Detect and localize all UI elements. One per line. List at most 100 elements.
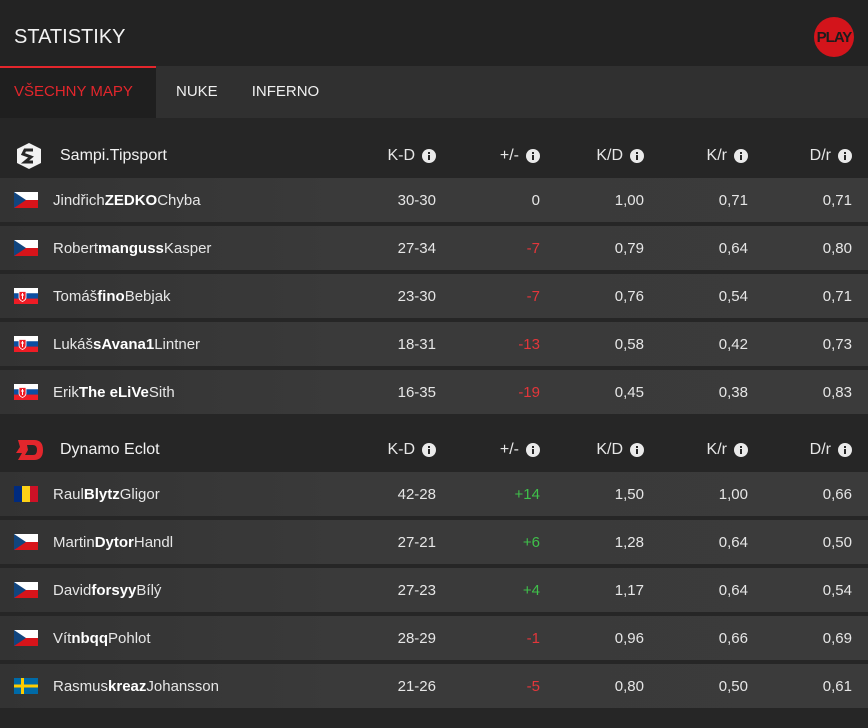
player-row: David forsyy Bílý 27-23 +4 1,17 0,64 0,54: [0, 568, 868, 612]
stat-kr: 0,71: [718, 191, 748, 209]
stat-kdr: 0,79: [614, 239, 644, 257]
stat-dr: 0,71: [822, 287, 852, 305]
nickname: ZEDKO: [104, 191, 158, 209]
player-name: Lukáš sAvana1 Lintner: [0, 336, 332, 353]
stat-kdr: 1,28: [614, 533, 644, 551]
stat-kd: 42-28: [397, 485, 436, 503]
nickname: kreaz: [108, 677, 147, 695]
last-name: Johansson: [146, 677, 219, 695]
stat-dr: 0,83: [822, 383, 852, 401]
team-table: Dynamo Eclot K-D +/- K/D K/r D/r Raul Blytz Gl…: [0, 428, 868, 708]
stat-diff: +14: [514, 485, 540, 503]
stat-diff: +6: [522, 533, 540, 551]
column-label: K/r: [706, 441, 727, 458]
column-label: K/D: [596, 147, 623, 164]
column-label: K/r: [706, 147, 727, 164]
last-name: Chyba: [157, 191, 201, 209]
info-icon: [838, 149, 852, 163]
info-icon: [422, 443, 436, 457]
player-name: Robert manguss Kasper: [0, 240, 332, 257]
tab[interactable]: NUKE: [176, 83, 218, 100]
logo[interactable]: PLAY: [814, 17, 854, 57]
player-name: Martin Dytor Handl: [0, 534, 332, 551]
player-row: Martin Dytor Handl 27-21 +6 1,28 0,64 0,50: [0, 520, 868, 564]
first-name: Erik: [53, 383, 79, 401]
nickname: Blytz: [83, 485, 120, 503]
stat-kdr: 0,76: [614, 287, 644, 305]
player-name: Raul Blytz Gligor: [0, 486, 332, 503]
first-name: Vít: [53, 629, 72, 647]
flag: [14, 336, 38, 352]
stat-dr: 0,50: [822, 533, 852, 551]
tab[interactable]: VŠECHNY MAPY: [0, 66, 156, 118]
column-header: K-D: [332, 441, 436, 459]
column-label: D/r: [809, 147, 831, 164]
player-row: Jindřich ZEDKO Chyba 30-30 0 1,00 0,71 0,71: [0, 178, 868, 222]
first-name: Lukáš: [53, 335, 94, 353]
stat-diff: -7: [526, 239, 540, 257]
stat-dr: 0,69: [822, 629, 852, 647]
info-icon: [526, 149, 540, 163]
stat-kr: 0,64: [718, 581, 748, 599]
first-name: Raul: [53, 485, 84, 503]
column-header: D/r: [748, 441, 852, 459]
player-name: Erik The eLiVe Sith: [0, 384, 332, 401]
player-row: Lukáš sAvana1 Lintner 18-31 -13 0,58 0,42 0,7…: [0, 322, 868, 366]
column-header: +/-: [436, 147, 540, 165]
stat-kr: 0,66: [718, 629, 748, 647]
first-name: Martin: [53, 533, 95, 551]
column-header: D/r: [748, 147, 852, 165]
column-header: K/r: [644, 147, 748, 165]
last-name: Handl: [133, 533, 174, 551]
nickname: nbqq: [71, 629, 108, 647]
first-name: Jindřich: [53, 191, 105, 209]
last-name: Sith: [148, 383, 175, 401]
stat-diff: -13: [518, 335, 540, 353]
team-name-cell: Dynamo Eclot: [0, 435, 332, 465]
tab[interactable]: INFERNO: [251, 83, 320, 100]
stat-diff: 0: [531, 191, 540, 209]
nickname: manguss: [98, 239, 164, 257]
stat-kdr: 1,50: [614, 485, 644, 503]
stat-dr: 0,71: [822, 191, 852, 209]
nickname: fino: [97, 287, 125, 305]
player-name: David forsyy Bílý: [0, 582, 332, 599]
team-header: Sampi.Tipsport K-D +/- K/D K/r D/r: [0, 134, 868, 178]
first-name: Rasmus: [53, 677, 109, 695]
stat-kr: 0,54: [718, 287, 748, 305]
flag: [14, 288, 38, 304]
stat-kd: 27-21: [397, 533, 436, 551]
stat-kdr: 0,58: [614, 335, 644, 353]
stat-diff: +4: [522, 581, 540, 599]
first-name: David: [53, 581, 92, 599]
player-row: Raul Blytz Gligor 42-28 +14 1,50 1,00 0,66: [0, 472, 868, 516]
stat-kd: 21-26: [397, 677, 436, 695]
column-label: K/D: [596, 441, 623, 458]
info-icon: [630, 443, 644, 457]
stat-dr: 0,66: [822, 485, 852, 503]
stat-dr: 0,61: [822, 677, 852, 695]
stat-diff: -5: [526, 677, 540, 695]
stat-kdr: 0,80: [614, 677, 644, 695]
stat-kr: 0,42: [718, 335, 748, 353]
team-name: Dynamo Eclot: [60, 441, 160, 458]
team-logo: [17, 143, 41, 169]
flag: [14, 534, 38, 550]
tab-bar: VŠECHNY MAPY NUKE INFERNO: [0, 66, 868, 118]
flag: [14, 582, 38, 598]
stat-kd: 28-29: [397, 629, 436, 647]
column-label: D/r: [809, 441, 831, 458]
header: STATISTIKY PLAY: [0, 0, 868, 66]
stat-diff: -1: [526, 629, 540, 647]
player-row: Robert manguss Kasper 27-34 -7 0,79 0,64 0,80: [0, 226, 868, 270]
player-row: Rasmus kreaz Johansson 21-26 -5 0,80 0,50 0,6…: [0, 664, 868, 708]
info-icon: [838, 443, 852, 457]
title: STATISTIKY: [14, 26, 126, 48]
player-row: Erik The eLiVe Sith 16-35 -19 0,45 0,38 0,83: [0, 370, 868, 414]
stat-dr: 0,73: [822, 335, 852, 353]
column-label: K-D: [387, 441, 415, 458]
nickname: sAvana1: [93, 335, 155, 353]
player-row: Tomáš fino Bebjak 23-30 -7 0,76 0,54 0,71: [0, 274, 868, 318]
last-name: Bebjak: [124, 287, 171, 305]
